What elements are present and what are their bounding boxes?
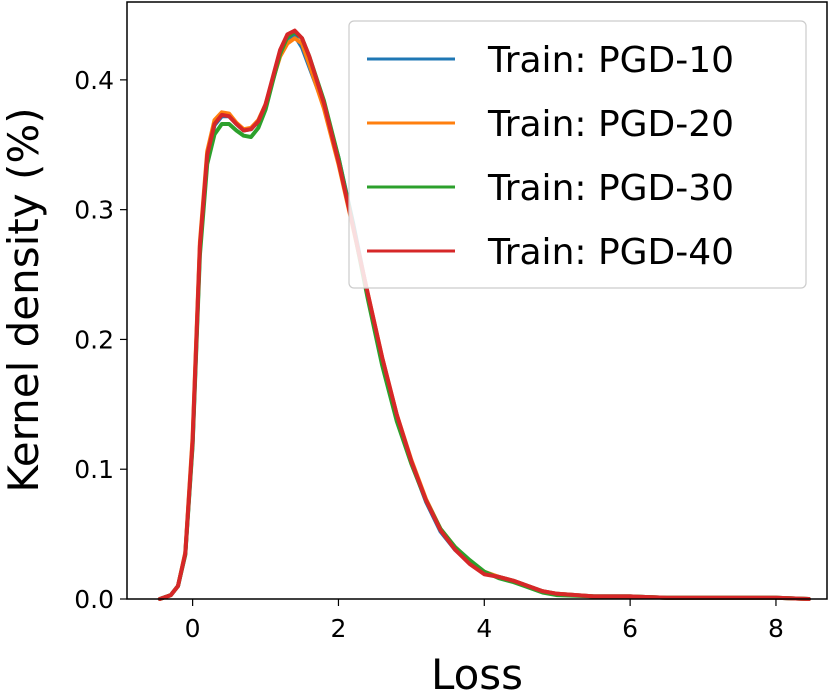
plot-frame [126,1,828,600]
x-tick-label: 0 [185,614,201,643]
x-axis-ticks: 0 2 4 6 8 [185,599,784,643]
y-tick-label: 0.3 [74,196,114,225]
x-tick-label: 8 [768,614,784,643]
y-axis-label: Kernel density (%) [0,107,48,492]
legend-label: Train: PGD-10 [487,40,734,81]
series-line-4 [157,28,811,601]
y-tick-label: 0.0 [74,585,114,614]
legend-label: Train: PGD-30 [487,168,734,209]
series-lines [157,28,811,601]
x-tick-label: 4 [476,614,492,643]
x-tick-label: 6 [622,614,638,643]
legend-label: Train: PGD-40 [487,232,734,273]
y-tick-label: 0.2 [74,325,114,354]
legend-box [348,20,807,289]
x-axis-label: Loss [431,650,523,694]
y-axis-ticks: 0.0 0.1 0.2 0.3 0.4 [74,66,127,614]
y-tick-label: 0.4 [74,66,114,95]
y-tick-label: 0.1 [74,455,114,484]
x-tick-label: 2 [331,614,347,643]
legend-label: Train: PGD-20 [487,104,734,145]
legend: Train: PGD-10 Train: PGD-20 Train: PGD-30 T… [348,20,807,289]
